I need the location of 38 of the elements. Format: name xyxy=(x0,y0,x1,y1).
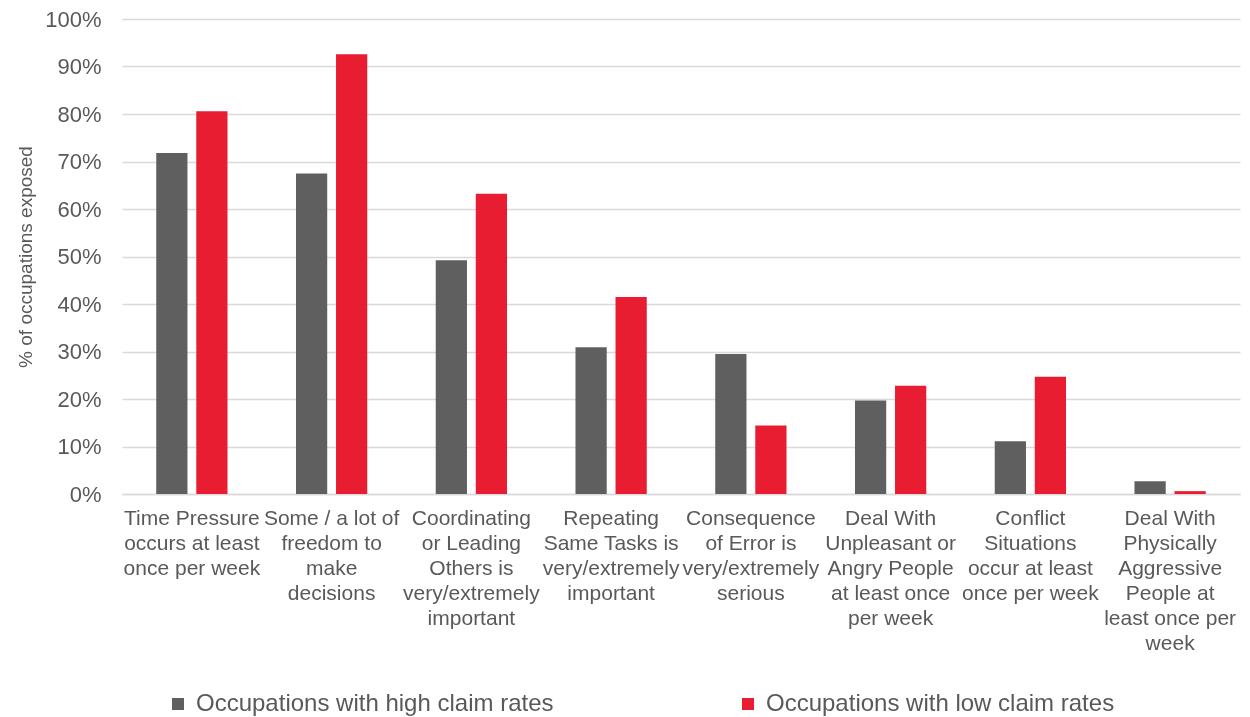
y-tick-label: 30% xyxy=(57,339,102,364)
bar xyxy=(615,296,647,494)
x-tick-label: Deal With Unpleasant or Angry People at least once per week xyxy=(825,505,956,629)
x-tick-label: Repeating Same Tasks is very/extremely important xyxy=(542,505,680,604)
legend-label: Occupations with high claim rates xyxy=(196,689,554,716)
y-tick-label: 10% xyxy=(57,434,102,459)
y-tick-label: 20% xyxy=(57,386,102,412)
bar xyxy=(475,193,508,494)
bar xyxy=(715,353,747,494)
x-tick-label: Coordinating or Leading Others is very/extremely important xyxy=(403,505,541,629)
y-tick-label: 60% xyxy=(57,196,102,222)
bar xyxy=(895,385,927,494)
bar xyxy=(1134,481,1166,494)
x-tick-label: Consequence of Error is very/extremely serious xyxy=(682,505,820,604)
bar xyxy=(575,347,607,494)
y-axis-title: % of occupations exposed xyxy=(15,146,37,368)
legend-label: Occupations with low claim rates xyxy=(766,689,1115,716)
y-tick-label: 50% xyxy=(57,244,102,269)
bar xyxy=(295,173,328,494)
bar xyxy=(755,425,787,494)
y-tick-label: 90% xyxy=(57,54,102,79)
y-tick-label: 40% xyxy=(57,291,102,317)
bar xyxy=(336,54,368,494)
x-tick-label: Time Pressure occurs at least once per week xyxy=(123,505,261,579)
x-tick-label: Deal With Physically Aggressive People at least once per week xyxy=(1104,505,1237,654)
bar xyxy=(994,441,1026,494)
y-tick-label: 100% xyxy=(45,6,102,32)
x-tick-label: Some / a lot of freedom to make decisions xyxy=(263,505,400,604)
y-tick-label: 0% xyxy=(69,481,102,507)
x-tick-label: Conflict Situations occur at least once per week xyxy=(962,505,1100,604)
bar xyxy=(854,400,887,494)
bar xyxy=(196,111,228,494)
y-tick-label: 80% xyxy=(57,101,102,127)
y-tick-label: 70% xyxy=(57,149,102,174)
bar xyxy=(1034,376,1067,494)
bar xyxy=(1174,491,1206,494)
bar xyxy=(435,260,467,494)
bar xyxy=(156,152,188,494)
